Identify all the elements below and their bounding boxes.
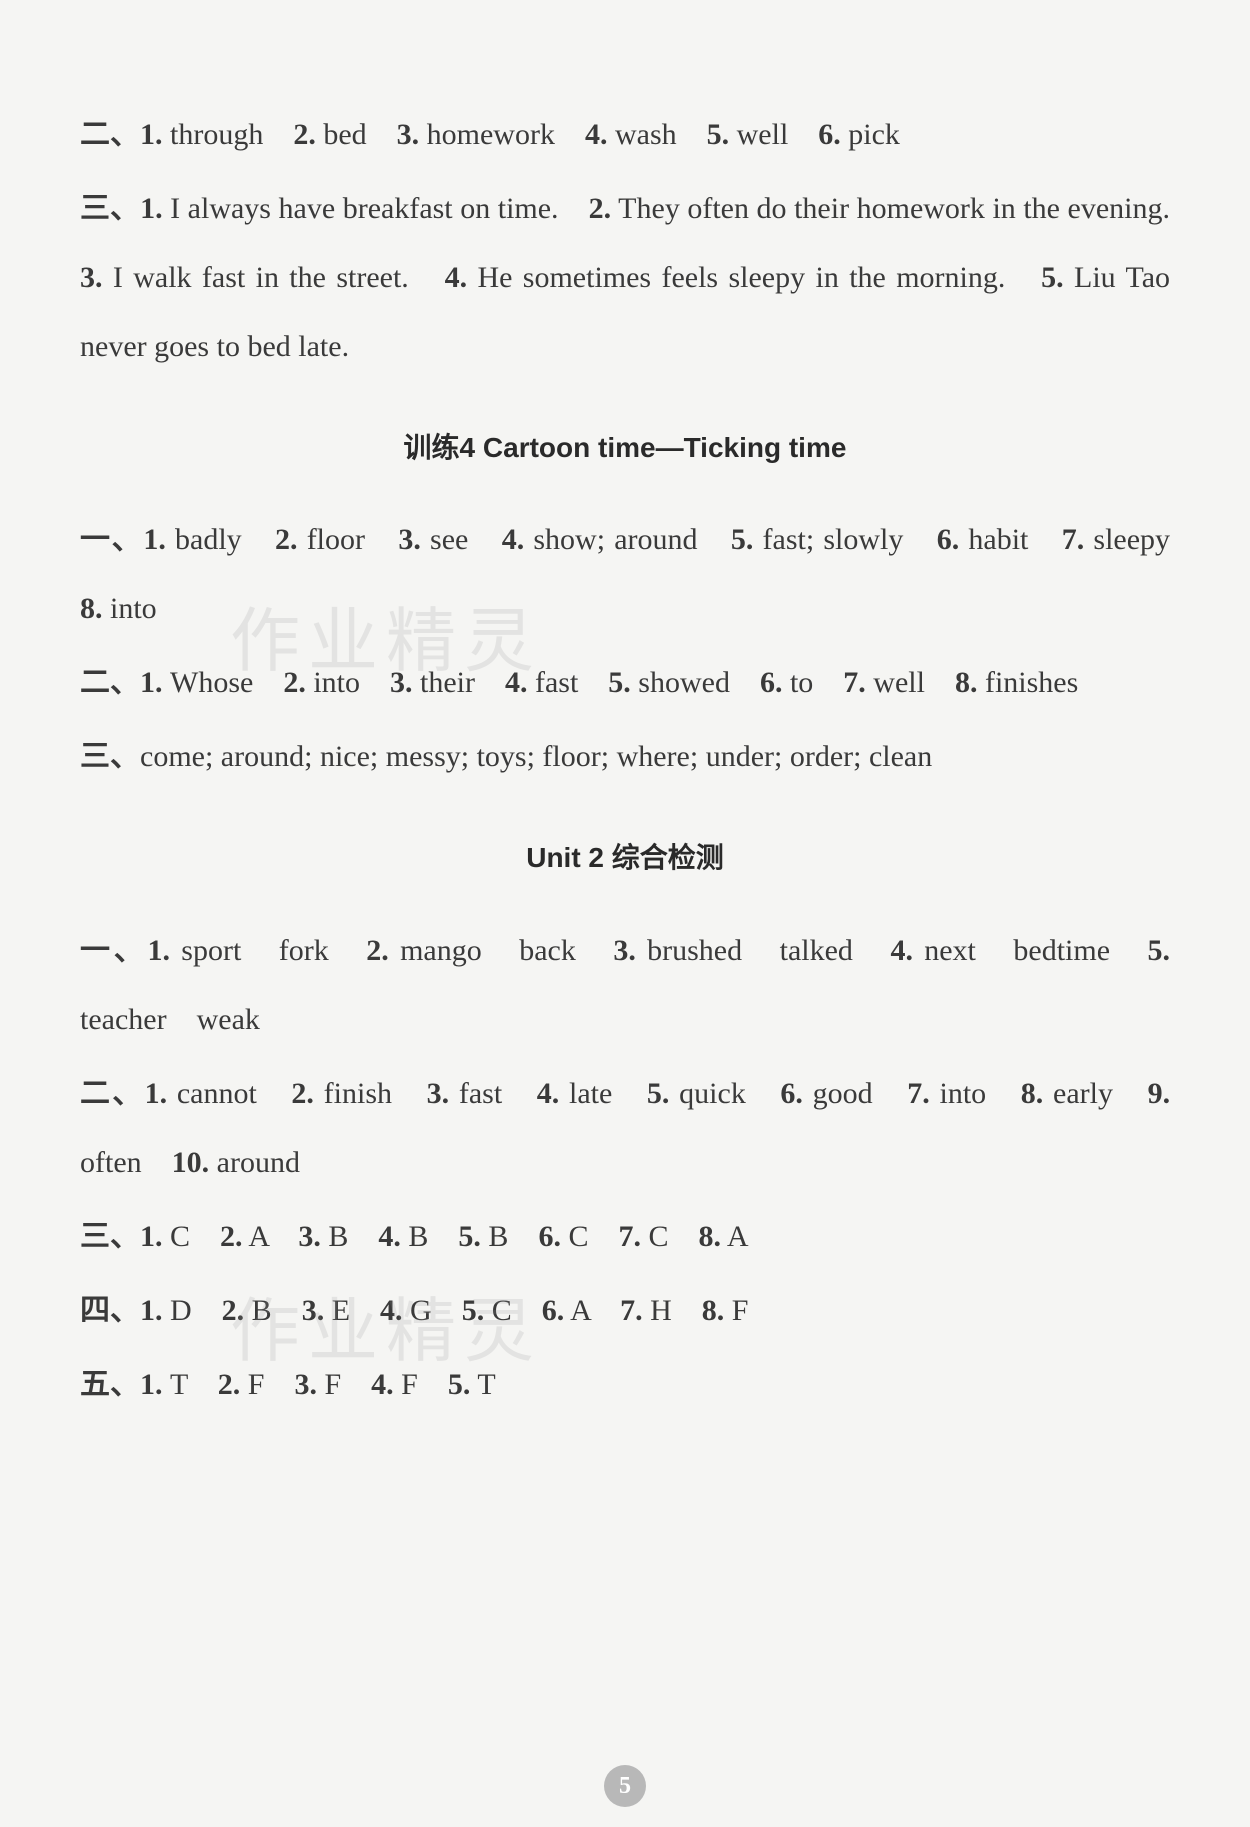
block2-yi: 一、1. badly 2. floor 3. see 4. show; arou… xyxy=(80,505,1170,643)
prefix-san: 三、 xyxy=(80,192,140,225)
section1-title: 训练4 Cartoon time—Ticking time xyxy=(80,416,1170,480)
block3-san: 三、1. C 2. A 3. B 4. B 5. B 6. C 7. C 8. … xyxy=(80,1202,1170,1271)
page-content: 二、1. through 2. bed 3. homework 4. wash … xyxy=(80,100,1170,1419)
block1-er: 二、1. through 2. bed 3. homework 4. wash … xyxy=(80,100,1170,169)
page-number: 5 xyxy=(604,1765,646,1807)
block3-si: 四、1. D 2. B 3. E 4. G 5. C 6. A 7. H 8. … xyxy=(80,1276,1170,1345)
block1-san: 三、1. I always have breakfast on time. 2.… xyxy=(80,174,1170,381)
block3-yi: 一、1. sport fork 2. mango back 3. brushed… xyxy=(80,916,1170,1054)
section2-title: Unit 2 综合检测 xyxy=(80,826,1170,890)
block2-san: 三、come; around; nice; messy; toys; floor… xyxy=(80,722,1170,791)
prefix-er: 二、 xyxy=(80,118,140,151)
block3-wu: 五、1. T 2. F 3. F 4. F 5. T xyxy=(80,1350,1170,1419)
block3-er: 二、1. cannot 2. finish 3. fast 4. late 5.… xyxy=(80,1059,1170,1197)
block2-er: 二、1. Whose 2. into 3. their 4. fast 5. s… xyxy=(80,648,1170,717)
